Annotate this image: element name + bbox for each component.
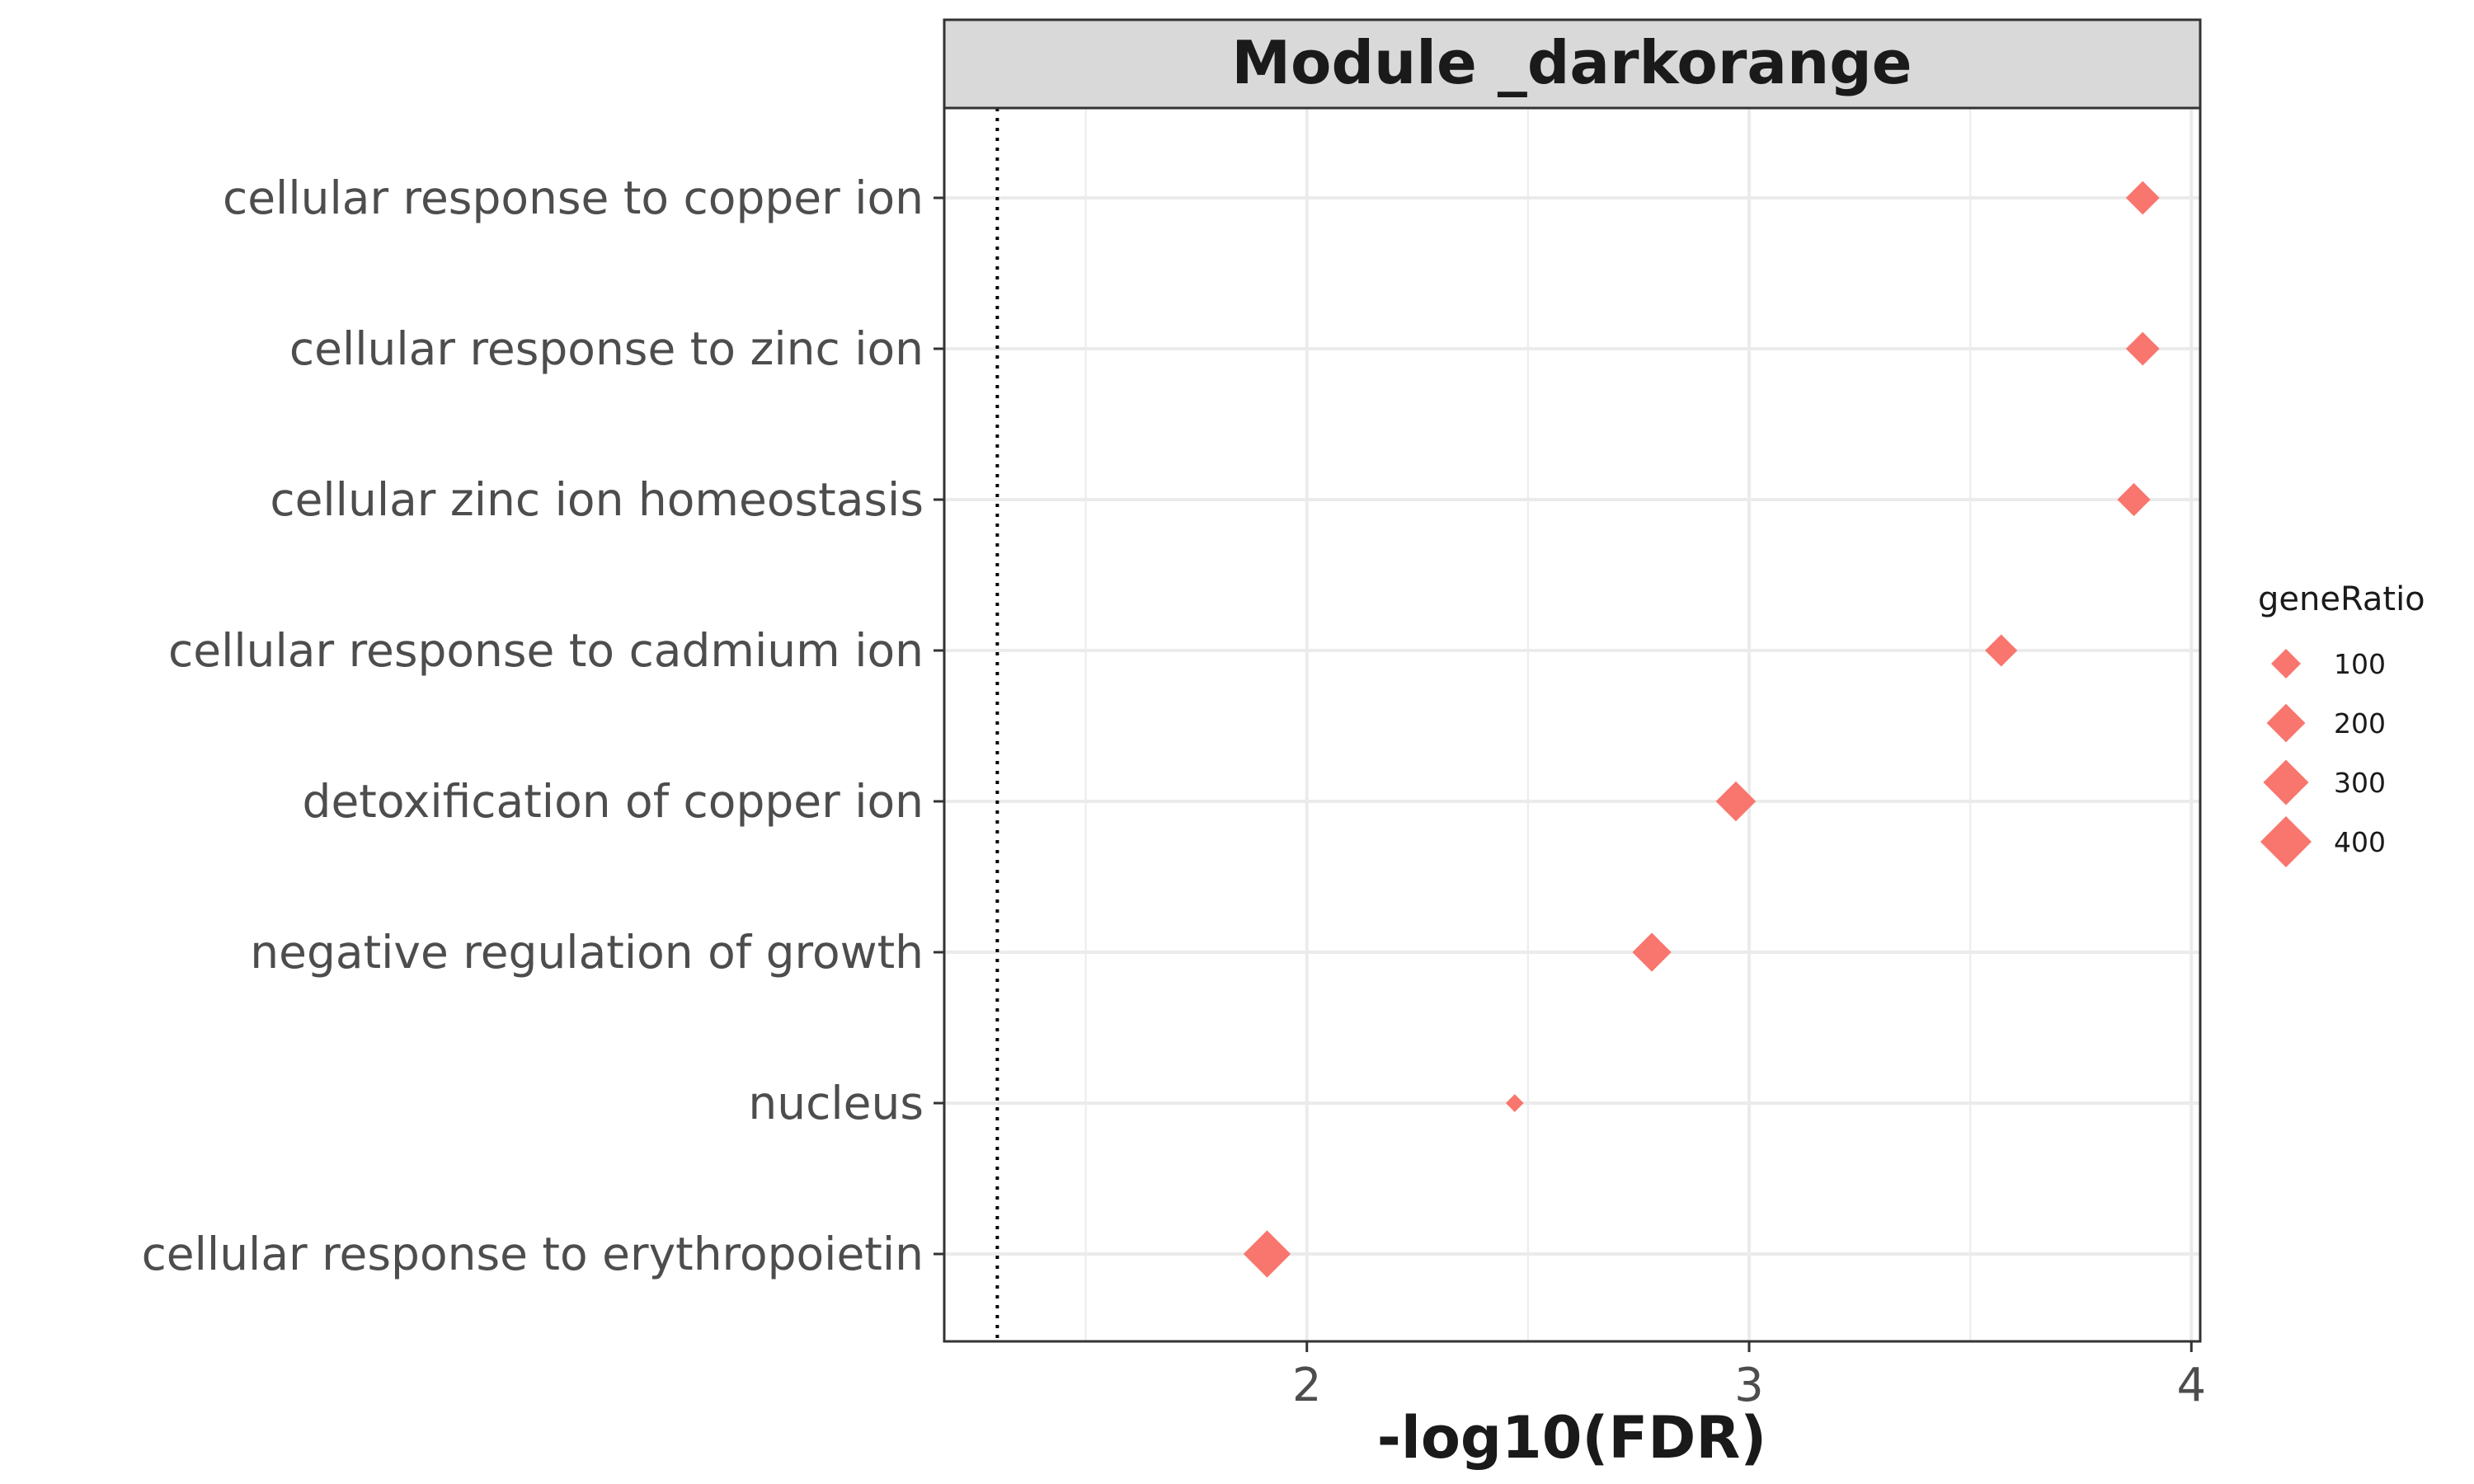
legend: geneRatio 100 200 300 400 xyxy=(2258,580,2425,867)
grid xyxy=(944,108,2200,1341)
plot-panel xyxy=(944,108,2200,1341)
facet-strip xyxy=(943,18,2202,110)
category-label: cellular response to copper ion xyxy=(223,171,924,224)
data-point xyxy=(1715,781,1757,822)
x-tick-label: 4 xyxy=(2176,1359,2206,1412)
legend-title: geneRatio xyxy=(2258,580,2425,618)
legend-key xyxy=(2271,649,2301,679)
data-point xyxy=(2125,331,2160,366)
category-label: cellular response to cadmium ion xyxy=(168,624,924,677)
facet-strip-title: Module _darkorange xyxy=(1231,28,1912,97)
legend-key xyxy=(2263,759,2309,805)
category-label: negative regulation of growth xyxy=(250,926,924,979)
category-label: nucleus xyxy=(748,1077,924,1129)
category-labels: cellular response to copper ion cellular … xyxy=(142,171,944,1280)
category-label: cellular response to erythropoietin xyxy=(142,1228,924,1280)
category-label: cellular response to zinc ion xyxy=(289,322,924,375)
x-axis-ticks: 2 3 4 xyxy=(1292,1341,2206,1412)
points xyxy=(1243,181,2160,1278)
x-tick-label: 3 xyxy=(1734,1359,1764,1412)
category-label: cellular zinc ion homeostasis xyxy=(270,473,924,526)
legend-label: 100 xyxy=(2334,648,2386,680)
category-label: detoxification of copper ion xyxy=(303,775,924,828)
data-point xyxy=(1505,1094,1524,1112)
legend-label: 400 xyxy=(2334,826,2386,858)
x-tick-label: 2 xyxy=(1292,1359,1322,1412)
data-point xyxy=(2125,181,2160,215)
legend-label: 200 xyxy=(2334,707,2386,740)
data-point xyxy=(1985,634,2018,667)
data-point xyxy=(1632,932,1672,972)
legend-key xyxy=(2266,703,2306,743)
data-point xyxy=(1243,1230,1291,1278)
legend-label: 300 xyxy=(2334,767,2386,799)
x-axis-title: -log10(FDR) xyxy=(1377,1404,1766,1472)
legend-key xyxy=(2260,816,2312,867)
data-point xyxy=(2117,482,2151,517)
